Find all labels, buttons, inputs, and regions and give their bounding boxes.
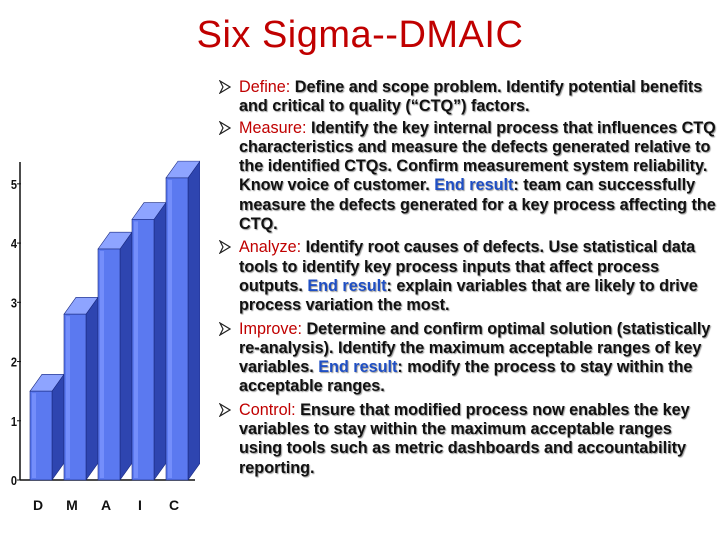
x-tick-label: M [66, 497, 78, 513]
bullet-item: Define: Define and scope problem. Identi… [216, 78, 716, 117]
y-tick-label: 0 [11, 473, 17, 488]
bar-highlight [32, 393, 36, 478]
dmaic-bar-chart: 0 1 2 3 4 5 D M A I C [11, 160, 200, 513]
bullet-arrow-icon [219, 402, 231, 417]
bullet-label: Analyze: [239, 238, 302, 257]
bullet-item: Control: Ensure that modified process no… [216, 401, 716, 478]
bullet-label: Measure: [239, 118, 307, 137]
bullet-label: Improve: [239, 319, 302, 338]
bullet-arrow-icon [219, 80, 231, 94]
x-tick-label: D [33, 497, 43, 513]
bar-side [119, 231, 133, 481]
y-tick-label: 1 [11, 414, 17, 429]
bar-highlight [66, 316, 70, 478]
bullet-label: Control: [239, 400, 296, 419]
bullet-arrow-icon [219, 321, 231, 336]
bullet-text: Determine and confirm optimal solution (… [239, 319, 711, 377]
bullet-arrow-icon [219, 240, 231, 255]
x-tick-label: A [101, 497, 111, 513]
bullet-arrow-icon [219, 120, 231, 135]
bar-highlight [134, 221, 138, 478]
bullet-text: Identify the key internal process that i… [239, 118, 716, 195]
x-tick-label: I [138, 497, 142, 513]
y-tick-label: 4 [11, 236, 17, 251]
bullet-label: Define: [239, 78, 291, 96]
bullet-text: : team can successfully measure the defe… [239, 176, 716, 234]
x-tick-label: C [169, 497, 179, 513]
bullet-text: Define and scope problem. Identify poten… [239, 78, 703, 116]
slide-title: Six Sigma--DMAIC [196, 14, 524, 56]
y-tick-label: 2 [11, 355, 17, 370]
dmaic-bullet-list: Define: Define and scope problem. Identi… [216, 78, 716, 482]
bullet-item: Improve: Determine and confirm optimal s… [216, 320, 716, 397]
bar-side [153, 201, 167, 481]
bullet-text: Identify root causes of defects. Use sta… [239, 238, 696, 295]
bar-highlight [168, 179, 172, 478]
end-result-label: End result [434, 176, 514, 195]
y-tick-label: 5 [11, 177, 17, 192]
bar-side [187, 160, 200, 481]
end-result-label: End result [307, 276, 387, 295]
end-result-label: End result [318, 358, 398, 377]
bar-side [51, 373, 65, 481]
bar-highlight [100, 251, 104, 478]
bullet-text: Ensure that modified process now enables… [239, 400, 690, 477]
bullet-text: : explain variables that are likely to d… [239, 276, 698, 315]
bullet-item: Analyze: Identify root causes of defects… [216, 238, 716, 315]
bar-side [85, 296, 99, 481]
y-tick-label: 3 [11, 295, 17, 310]
bullet-item: Measure: Identify the key internal proce… [216, 119, 716, 235]
bullet-text: : modify the process to stay within the … [239, 358, 693, 396]
